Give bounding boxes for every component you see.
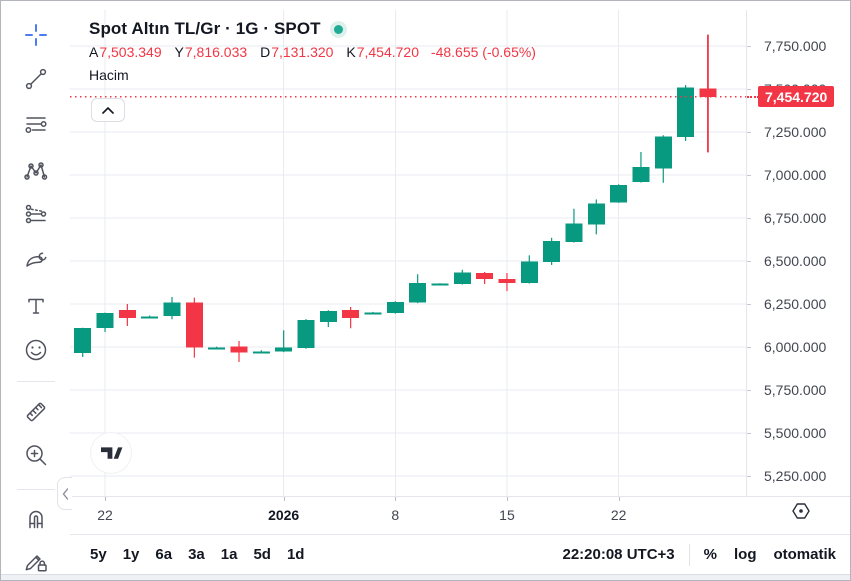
price-tick-mark [747, 132, 751, 133]
open-value: 7,503.349 [99, 44, 162, 60]
price-tick-mark [747, 218, 751, 219]
close-label: K [346, 44, 356, 60]
open-label: A [89, 44, 99, 60]
ruler-icon[interactable] [14, 392, 58, 432]
time-tick-mark [506, 497, 508, 501]
last-price-dots [747, 95, 759, 98]
time-tick-label: 22 [97, 507, 113, 523]
fib-retracement-icon[interactable] [14, 104, 58, 144]
auto-scale-button[interactable]: otomatik [773, 546, 836, 563]
close-value: 7,454.720 [356, 44, 420, 60]
tradingview-logo[interactable] [91, 433, 131, 473]
price-tick-label: 6,750.000 [764, 210, 827, 226]
toolbar-right-group: 22:20:08 UTC+3 % log otomatik [562, 543, 836, 566]
text-icon[interactable] [14, 286, 58, 326]
chart-legend: Spot Altın TL/Gr · 1G · SPOT A7,503.349 … [89, 19, 536, 83]
price-tick-label: 7,250.000 [764, 124, 827, 140]
change-value: -48.655 (-0.65%) [430, 44, 536, 60]
time-tick-mark [283, 497, 285, 501]
price-tick-mark [747, 476, 751, 477]
ohlc-row: A7,503.349 Y7,816.033 D7,131.320 K7,454.… [89, 44, 536, 60]
time-tick-mark [105, 497, 107, 501]
toolbar-collapse-handle[interactable] [57, 477, 72, 510]
toolbar-divider [17, 489, 55, 490]
bottom-strip [1, 574, 850, 580]
price-tick-label: 5,750.000 [764, 382, 827, 398]
xabcd-pattern-icon[interactable] [14, 151, 58, 191]
crosshair-icon[interactable] [14, 15, 58, 55]
price-tick-mark [747, 390, 751, 391]
range-button-1y[interactable]: 1y [122, 546, 140, 563]
price-tick-label: 5,500.000 [764, 425, 827, 441]
market-status-icon [333, 24, 343, 34]
toolbar-divider [17, 381, 55, 382]
hexagon-dot-icon [792, 503, 810, 519]
price-tick-mark [747, 261, 751, 262]
expand-pane-button[interactable] [91, 98, 125, 122]
price-tick-label: 6,500.000 [764, 253, 827, 269]
log-scale-button[interactable]: log [733, 546, 757, 563]
low-value: 7,131.320 [271, 44, 334, 60]
time-tick-label: 8 [391, 507, 400, 523]
chevron-up-icon [102, 106, 114, 114]
price-tick-label: 7,750.000 [764, 38, 827, 54]
chart-canvas-svg[interactable] [70, 10, 746, 496]
last-price-badge: 7,454.720 [758, 86, 835, 108]
range-button-5d[interactable]: 5d [253, 546, 271, 563]
bottom-toolbar: 5y 1y 6a 3a 1a 5d 1d 22:20:08 UTC+3 % log otomat… [70, 534, 850, 574]
magnet-icon[interactable] [14, 498, 58, 538]
emoji-icon[interactable] [14, 330, 58, 370]
range-button-5y[interactable]: 5y [90, 546, 107, 563]
trend-line-icon[interactable] [14, 59, 58, 99]
chevron-left-icon [62, 487, 68, 500]
price-tick-label: 6,250.000 [764, 296, 827, 312]
price-tick-mark [747, 89, 751, 90]
range-buttons: 5y 1y 6a 3a 1a 5d 1d [90, 546, 304, 563]
low-label: D [260, 44, 271, 60]
toolbar-vertical-divider [688, 543, 690, 566]
price-axis[interactable]: 7,454.720 7,750.0007,500.0007,250.0007,0… [746, 10, 850, 496]
forecast-icon[interactable] [14, 194, 58, 234]
percent-scale-button[interactable]: % [703, 546, 717, 563]
price-tick-mark [747, 175, 751, 176]
price-tick-label: 5,250.000 [764, 468, 827, 484]
time-axis[interactable]: 22 2026 8 15 22 [70, 496, 850, 535]
time-tick-mark [395, 497, 397, 501]
scale-settings-button[interactable] [789, 499, 813, 523]
zoom-in-icon[interactable] [14, 435, 58, 475]
high-value: 7,816.033 [184, 44, 248, 60]
edit-lock-icon[interactable] [14, 540, 58, 580]
range-button-1a[interactable]: 1a [220, 546, 238, 563]
time-tick-label: 2026 [268, 507, 300, 523]
tradingview-logo-icon [100, 447, 122, 459]
time-tick-mark [618, 497, 620, 501]
price-tick-mark [747, 347, 751, 348]
clock-button[interactable]: 22:20:08 UTC+3 [562, 546, 675, 563]
range-button-6a[interactable]: 6a [155, 546, 173, 563]
range-button-3a[interactable]: 3a [188, 546, 205, 563]
time-tick-label: 22 [610, 507, 627, 523]
scale-mode-buttons: % log otomatik [704, 546, 836, 563]
volume-legend: Hacim [89, 67, 129, 83]
price-tick-mark [747, 433, 751, 434]
brush-icon[interactable] [14, 239, 58, 279]
price-tick-mark [747, 46, 751, 47]
price-tick-label: 6,000.000 [764, 339, 827, 355]
range-button-1d[interactable]: 1d [286, 546, 305, 563]
price-tick-label: 7,000.000 [764, 167, 827, 183]
time-tick-label: 15 [499, 507, 515, 523]
high-label: Y [174, 44, 184, 60]
price-tick-mark [747, 304, 751, 305]
chart-pane[interactable]: Spot Altın TL/Gr · 1G · SPOT A7,503.349 … [70, 10, 746, 496]
symbol-title[interactable]: Spot Altın TL/Gr · 1G · SPOT [89, 19, 321, 38]
